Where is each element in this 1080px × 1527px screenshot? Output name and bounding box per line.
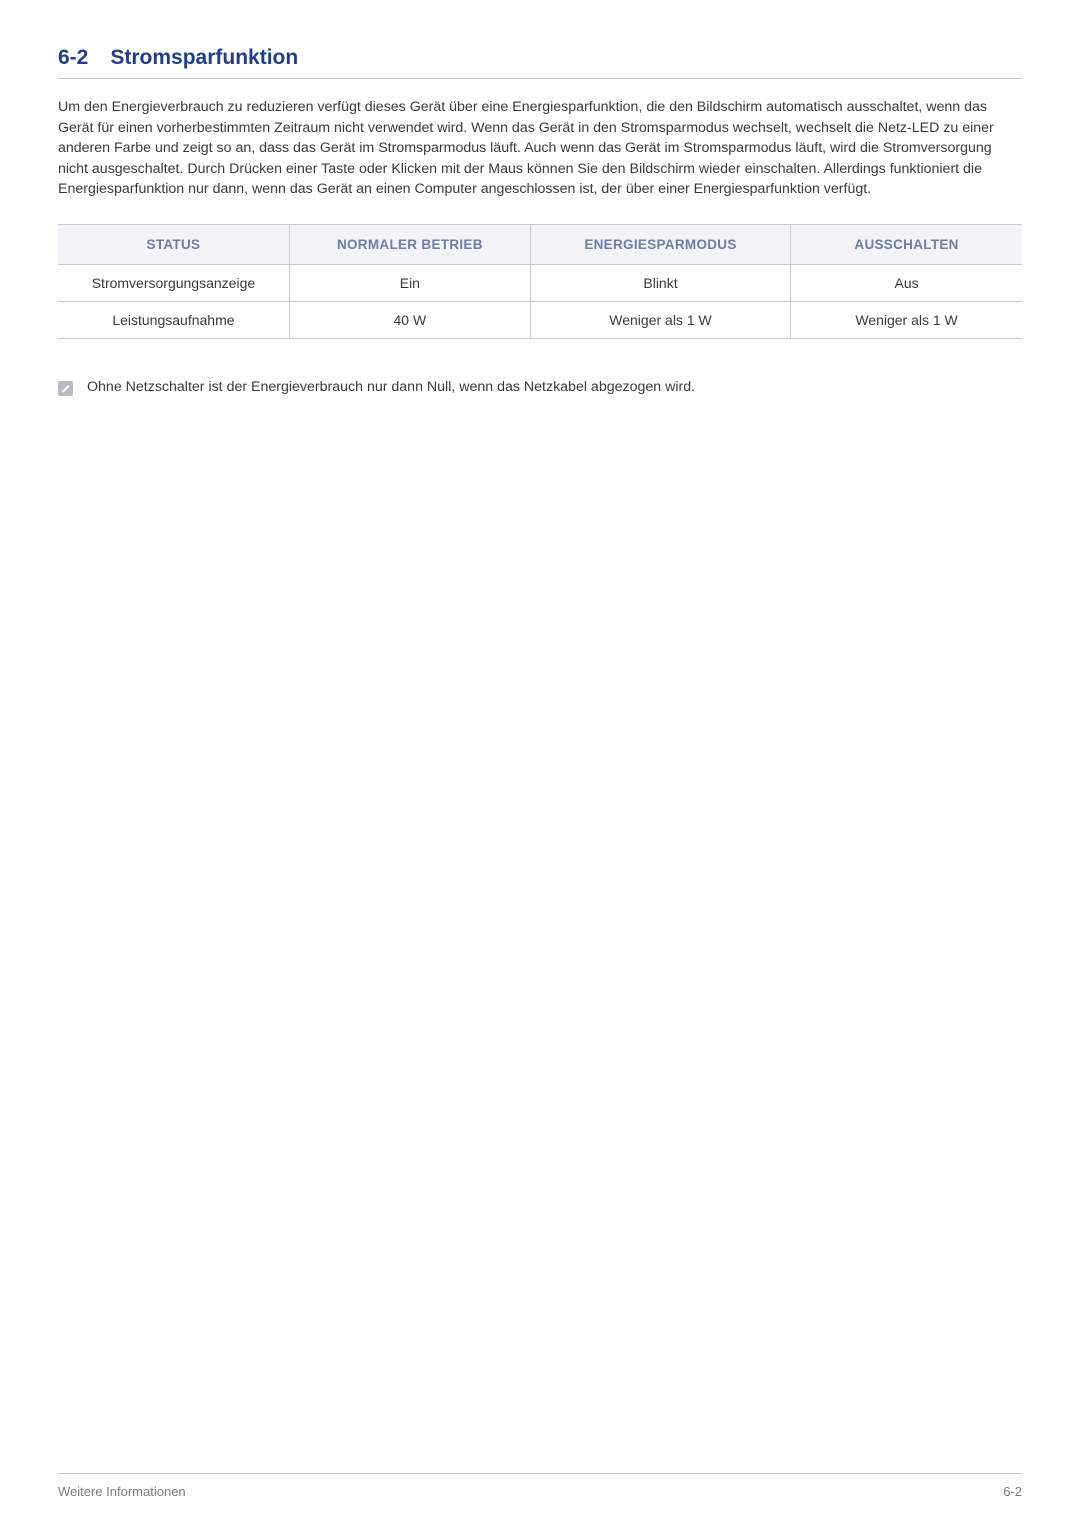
note-text: Ohne Netzschalter ist der Energieverbrau… [87, 379, 695, 395]
section-heading: 6-2 Stromsparfunktion [58, 46, 1022, 79]
table-header: NORMALER BETRIEB [289, 224, 530, 264]
table-cell: Ein [289, 264, 530, 301]
footer-left: Weitere Informationen [58, 1484, 186, 1499]
table-row: Stromversorgungsanzeige Ein Blinkt Aus [58, 264, 1022, 301]
section-number: 6-2 [58, 46, 88, 70]
section-title: Stromsparfunktion [110, 46, 298, 70]
table-header: AUSSCHALTEN [791, 224, 1022, 264]
page-footer: Weitere Informationen 6-2 [58, 1473, 1022, 1499]
table-header: STATUS [58, 224, 289, 264]
table-row: Leistungsaufnahme 40 W Weniger als 1 W W… [58, 301, 1022, 338]
footer-right: 6-2 [1003, 1484, 1022, 1499]
table-cell: Weniger als 1 W [530, 301, 790, 338]
status-table: STATUS NORMALER BETRIEB ENERGIESPARMODUS… [58, 224, 1022, 339]
table-cell: 40 W [289, 301, 530, 338]
table-header: ENERGIESPARMODUS [530, 224, 790, 264]
intro-paragraph: Um den Energieverbrauch zu reduzieren ve… [58, 97, 1022, 200]
table-header-row: STATUS NORMALER BETRIEB ENERGIESPARMODUS… [58, 224, 1022, 264]
table-cell: Aus [791, 264, 1022, 301]
table-cell: Stromversorgungsanzeige [58, 264, 289, 301]
table-cell: Blinkt [530, 264, 790, 301]
note: Ohne Netzschalter ist der Energieverbrau… [58, 379, 1022, 396]
table-cell: Leistungsaufnahme [58, 301, 289, 338]
table-cell: Weniger als 1 W [791, 301, 1022, 338]
note-icon [58, 381, 73, 396]
